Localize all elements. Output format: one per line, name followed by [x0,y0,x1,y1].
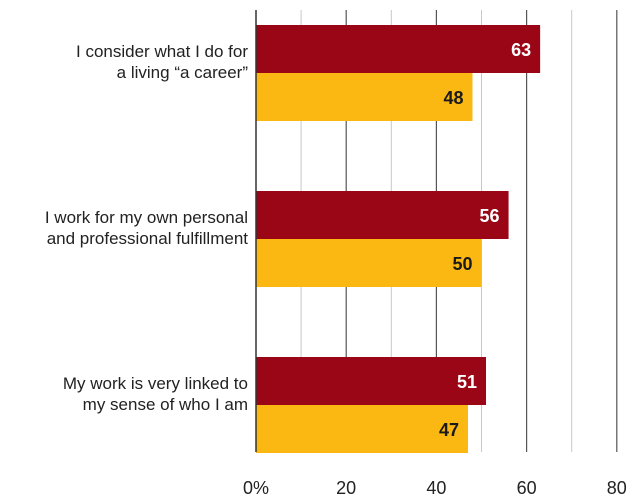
bar-identity-series-2 [256,405,468,453]
category-label-identity-line-1: My work is very linked to [62,374,248,393]
bar-fulfillment-series-2 [256,239,482,287]
value-label-fulfillment-series-1: 56 [480,206,500,226]
category-label-career-line-1: I consider what I do for [76,42,248,61]
category-label-fulfillment: I work for my own personal and professio… [0,207,248,249]
x-tick-label-20: 20 [336,478,356,498]
category-label-fulfillment-line-1: I work for my own personal [44,208,248,227]
category-label-identity: My work is very linked to my sense of wh… [0,373,248,415]
bar-career-series-2 [256,73,473,121]
value-label-identity-series-1: 51 [457,372,477,392]
category-label-career: I consider what I do for a living “a car… [0,41,248,83]
value-label-career-series-1: 63 [511,40,531,60]
value-label-career-series-2: 48 [443,88,463,108]
category-label-fulfillment-line-2: and professional fulfillment [46,229,248,248]
x-tick-label-80: 80 [607,478,627,498]
bar-fulfillment-series-1 [256,191,509,239]
x-tick-label-0: 0% [243,478,269,498]
value-label-fulfillment-series-2: 50 [452,254,472,274]
category-label-career-line-2: a living “a career” [116,63,248,82]
category-label-identity-line-2: my sense of who I am [82,395,248,414]
bar-career-series-1 [256,25,541,73]
x-tick-label-60: 60 [517,478,537,498]
x-tick-label-40: 40 [426,478,446,498]
value-label-identity-series-2: 47 [439,420,459,440]
bar-identity-series-1 [256,357,487,405]
